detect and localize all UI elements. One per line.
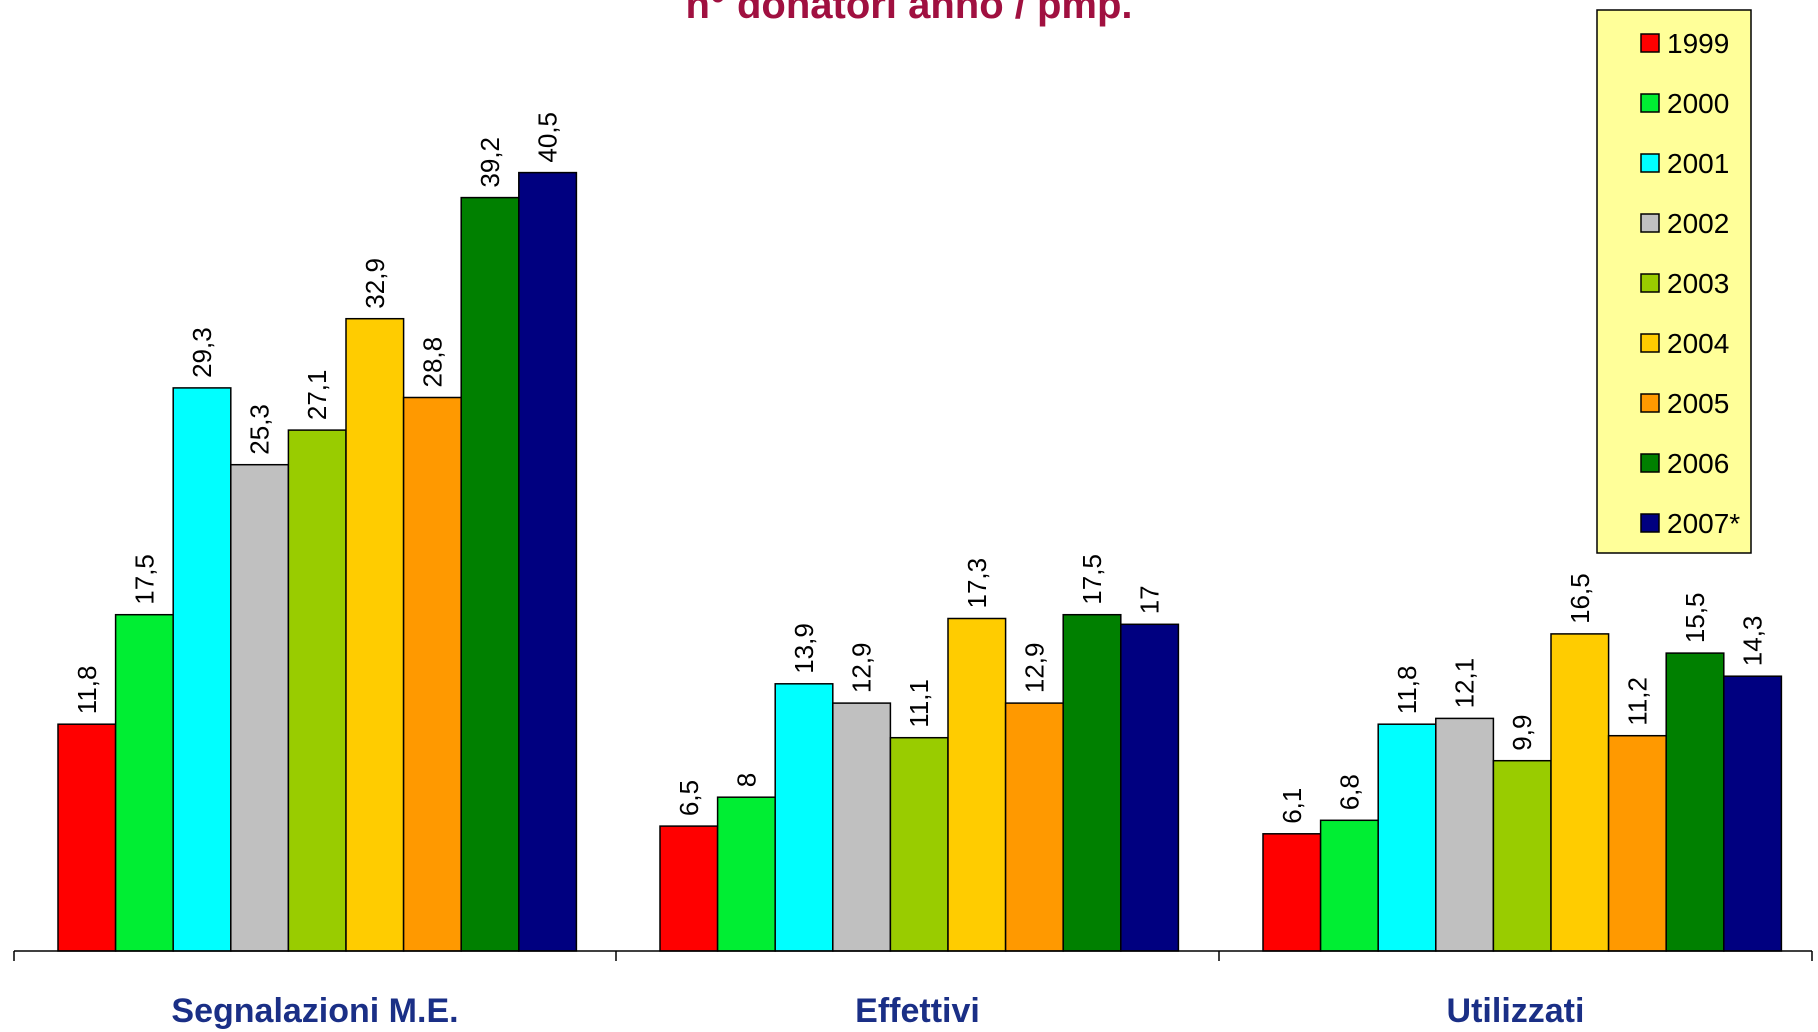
x-axis [13,950,1813,961]
legend: 1999 2000 2001 2002 2003 2004 2005 2006 2007* [1596,9,1752,554]
bar-2002-1 [832,702,892,952]
legend-swatch [1640,93,1660,113]
legend-swatch [1640,273,1660,293]
bar-2004-1 [947,617,1007,952]
bar-2004-0 [345,317,405,952]
legend-swatch [1640,513,1660,533]
legend-swatch [1640,333,1660,353]
data-label: 25,3 [245,404,275,455]
data-label: 11,8 [1392,666,1422,715]
bar-2006-0 [460,196,520,952]
legend-label: 2002 [1667,208,1729,239]
data-label: 12,9 [1019,642,1049,693]
data-label: 16,5 [1565,573,1595,624]
legend-label: 2004 [1667,328,1729,359]
category-labels-group: Segnalazioni M.E. Effettivi Utilizzati [171,992,1584,1030]
data-label: 27,1 [302,369,332,420]
bar-2001-2 [1377,723,1437,952]
legend-swatch [1640,213,1660,233]
legend-label: 2007* [1667,508,1740,539]
data-label: 12,9 [847,642,877,693]
data-label: 39,2 [475,137,505,188]
legend-swatch [1640,393,1660,413]
legend-label: 2003 [1667,268,1729,299]
data-label: 17,3 [962,558,992,609]
bar-2003-1 [889,736,949,952]
chart-title-group: n° donatori anno / pmp. [685,0,1132,27]
category-label: Segnalazioni M.E. [171,992,458,1030]
bar-2003-2 [1492,759,1552,952]
bar-2007-2 [1723,675,1783,952]
data-label: 12,1 [1450,658,1480,709]
legend-label: 2000 [1667,88,1729,119]
data-label: 32,9 [360,258,390,309]
bar-2002-0 [230,463,290,952]
bar-2007-0 [518,171,578,952]
data-label: 11,8 [72,666,102,715]
chart-title: n° donatori anno / pmp. [685,0,1132,27]
data-label: 14,3 [1738,616,1768,667]
legend-box [1596,9,1752,554]
data-label: 13,9 [789,623,819,674]
bar-2002-2 [1435,717,1495,952]
bar-2005-1 [1004,702,1064,952]
bar-2000-1 [716,796,776,952]
legend-swatch [1640,153,1660,173]
legend-label: 2005 [1667,388,1729,419]
bar-1999-1 [659,825,719,952]
legend-swatch [1640,453,1660,473]
legend-label: 2001 [1667,148,1729,179]
category-label: Effettivi [855,992,980,1030]
bar-2004-2 [1550,633,1610,952]
data-label: 11,2 [1622,677,1652,726]
bar-2003-0 [287,429,347,952]
data-label: 28,8 [417,337,447,388]
data-label: 15,5 [1680,592,1710,643]
bar-1999-0 [57,723,117,952]
data-label: 17 [1135,585,1165,614]
bar-2006-2 [1665,652,1725,952]
data-label: 11,1 [904,679,934,728]
bar-2001-0 [172,387,232,952]
data-label: 29,3 [187,327,217,378]
data-labels-group: 11,8 17,5 29,3 25,3 27,1 32,9 28,8 39,2 40,5 6,5 8… [72,112,1768,824]
bars-group [57,171,1783,952]
data-label: 6,5 [674,780,704,816]
data-label: 6,8 [1334,774,1364,810]
legend-label: 1999 [1667,28,1729,59]
data-label: 9,9 [1507,715,1537,751]
data-label: 40,5 [533,112,563,163]
bar-2007-1 [1120,623,1180,952]
bar-2000-0 [114,613,174,952]
data-label: 6,1 [1277,788,1307,824]
bar-2001-1 [774,683,834,952]
bar-2000-2 [1319,819,1379,952]
data-label: 8 [731,773,761,787]
data-label: 17,5 [129,554,159,605]
data-label: 17,5 [1077,554,1107,605]
bar-1999-2 [1262,833,1322,952]
legend-label: 2006 [1667,448,1729,479]
bar-2005-0 [402,396,462,952]
legend-swatch [1640,33,1660,53]
bar-2006-1 [1062,613,1122,952]
category-label: Utilizzati [1447,992,1585,1030]
bar-2005-2 [1607,734,1667,952]
